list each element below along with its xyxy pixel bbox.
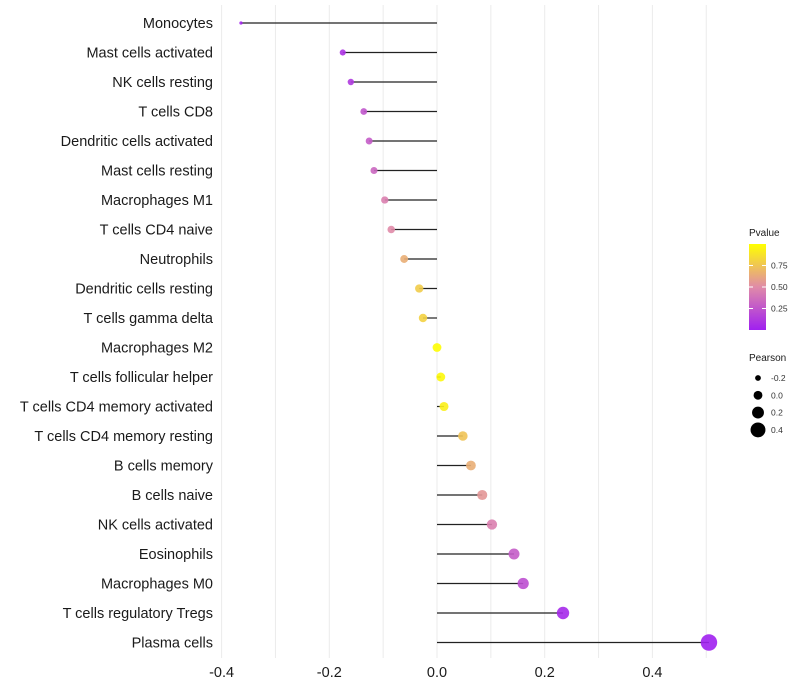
y-tick-label: T cells CD4 memory resting xyxy=(34,429,213,445)
data-point xyxy=(360,108,368,115)
data-point xyxy=(415,284,424,293)
y-tick-label: Dendritic cells resting xyxy=(75,282,213,298)
size-legend-label: 0.2 xyxy=(771,408,783,418)
data-point xyxy=(556,606,570,620)
data-point xyxy=(418,313,428,323)
x-tick-label: -0.4 xyxy=(209,665,234,681)
y-tick-label: B cells naive xyxy=(132,488,213,504)
data-point xyxy=(370,166,378,175)
size-legend-label: 0.4 xyxy=(771,425,783,435)
x-axis-ticks: -0.4 -0.2 0.0 0.2 0.4 xyxy=(209,665,662,681)
data-point xyxy=(432,343,442,352)
data-point xyxy=(486,519,498,530)
y-tick-label: Macrophages M0 xyxy=(101,577,213,593)
data-point xyxy=(347,78,355,86)
data-point xyxy=(439,401,449,412)
y-tick-label: Mast cells activated xyxy=(86,46,213,62)
pearson-legend: Pearson -0.2 0.0 0.2 0.4 xyxy=(749,353,786,438)
y-tick-label: Eosinophils xyxy=(139,547,213,563)
data-point xyxy=(239,21,243,25)
pvalue-colorbar xyxy=(749,244,766,330)
colorbar-label: 0.75 xyxy=(771,261,788,271)
data-point xyxy=(458,431,468,441)
y-tick-label: Dendritic cells activated xyxy=(61,134,213,150)
y-tick-label: Monocytes xyxy=(143,16,213,32)
data-point xyxy=(508,548,520,560)
x-tick-label: -0.2 xyxy=(317,665,342,681)
points xyxy=(239,21,718,651)
gridlines xyxy=(221,5,707,658)
data-point xyxy=(466,460,476,471)
y-tick-label: Neutrophils xyxy=(140,252,213,268)
data-point xyxy=(400,255,409,263)
size-legend-dot xyxy=(753,390,763,400)
data-point xyxy=(700,634,718,651)
y-tick-label: T cells CD4 naive xyxy=(100,223,213,239)
x-tick-label: 0.4 xyxy=(642,665,662,681)
y-tick-label: NK cells resting xyxy=(112,75,213,91)
y-tick-label: T cells CD8 xyxy=(138,105,213,121)
data-point xyxy=(387,225,395,234)
y-tick-label: B cells memory xyxy=(114,459,214,475)
x-tick-label: 0.2 xyxy=(535,665,555,681)
colorbar-label: 0.50 xyxy=(771,282,788,292)
y-axis-labels: Monocytes Mast cells activated NK cells re… xyxy=(20,16,214,652)
size-legend-dot xyxy=(752,406,764,419)
pvalue-legend-title: Pvalue xyxy=(749,228,780,239)
size-legend-label: -0.2 xyxy=(771,373,786,383)
x-tick-label: 0.0 xyxy=(427,665,447,681)
data-point xyxy=(339,49,346,56)
data-point xyxy=(477,489,488,501)
y-tick-label: Macrophages M2 xyxy=(101,341,213,357)
data-point xyxy=(381,196,389,204)
pvalue-legend: Pvalue 0.25 0.50 0.75 xyxy=(749,228,788,330)
data-point xyxy=(517,577,529,590)
size-legend-dot xyxy=(750,422,766,438)
y-tick-label: Plasma cells xyxy=(132,636,213,652)
size-legend-label: 0.0 xyxy=(771,390,783,400)
stems xyxy=(240,22,709,644)
y-tick-label: Macrophages M1 xyxy=(101,193,213,209)
y-tick-label: T cells regulatory Tregs xyxy=(63,606,213,622)
y-tick-label: NK cells activated xyxy=(98,518,213,534)
pearson-legend-title: Pearson xyxy=(749,353,786,364)
y-tick-label: Mast cells resting xyxy=(101,164,213,180)
colorbar-label: 0.25 xyxy=(771,304,788,314)
y-tick-label: T cells follicular helper xyxy=(70,370,213,386)
data-point xyxy=(436,372,446,382)
size-legend-dot xyxy=(755,375,761,381)
y-tick-label: T cells gamma delta xyxy=(84,311,214,327)
data-point xyxy=(365,137,373,145)
y-tick-label: T cells CD4 memory activated xyxy=(20,400,213,416)
